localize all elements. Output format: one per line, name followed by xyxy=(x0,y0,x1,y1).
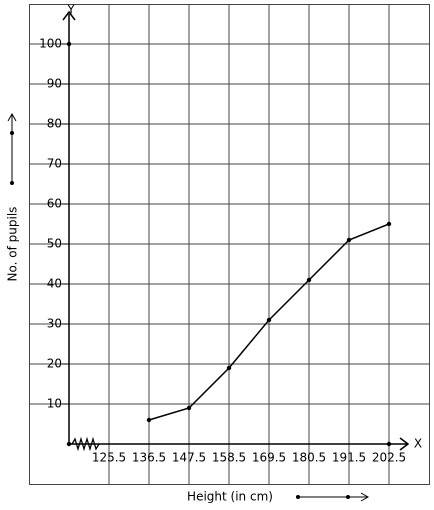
axis-break xyxy=(71,436,100,452)
arrow-dot xyxy=(296,495,300,499)
x-label-arrow-head xyxy=(360,492,370,502)
arrow-dot xyxy=(346,495,350,499)
point xyxy=(226,365,232,371)
y-label-arrow-head xyxy=(7,112,17,122)
y-tick-label: 70 xyxy=(47,157,62,171)
x-tick-label: 180.5 xyxy=(292,451,326,465)
grid xyxy=(29,4,429,484)
arrow-dot xyxy=(10,131,14,135)
arrow-dot xyxy=(10,181,14,185)
y-axis-label: No. of pupils xyxy=(6,207,20,282)
x-tick-label: 136.5 xyxy=(132,451,166,465)
point xyxy=(186,405,192,411)
point xyxy=(146,417,152,423)
axis-dot xyxy=(386,441,392,447)
origin-dot xyxy=(66,441,72,447)
x-tick-label: 125.5 xyxy=(92,451,126,465)
point xyxy=(386,221,392,227)
y-tick-label: 60 xyxy=(47,197,62,211)
x-tick-label: 191.5 xyxy=(332,451,366,465)
y-arrow xyxy=(62,10,76,21)
x-axis-label: Height (in cm) xyxy=(187,490,273,504)
y-tick-label: 30 xyxy=(47,317,62,331)
x-arrow xyxy=(399,437,410,451)
x-axis-name: X xyxy=(414,437,422,451)
point xyxy=(346,237,352,243)
y-axis-name: Y xyxy=(66,3,75,17)
y-tick-label: 40 xyxy=(47,277,62,291)
point xyxy=(306,277,312,283)
x-tick-label: 147.5 xyxy=(172,451,206,465)
y-tick-label: 90 xyxy=(47,77,62,91)
x-tick-label: 158.5 xyxy=(212,451,246,465)
y-tick-label: 80 xyxy=(47,117,62,131)
y-tick-label: 20 xyxy=(47,357,62,371)
x-tick-label: 202.5 xyxy=(372,451,406,465)
point xyxy=(266,317,272,323)
x-tick-label: 169.5 xyxy=(252,451,286,465)
y-tick-label: 100 xyxy=(39,37,62,51)
y-tick-label: 10 xyxy=(47,397,62,411)
y-tick-label: 50 xyxy=(47,237,62,251)
